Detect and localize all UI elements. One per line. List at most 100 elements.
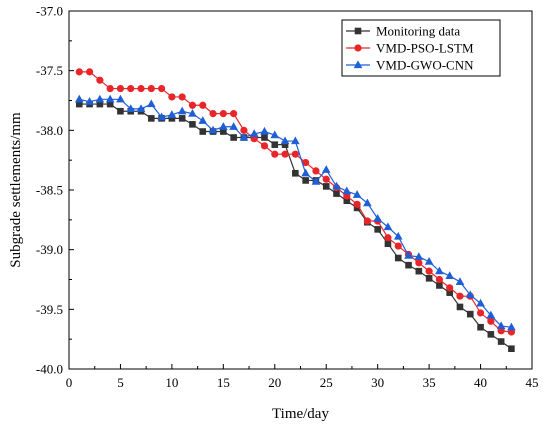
- legend-label: VMD-GWO-CNN: [376, 58, 474, 73]
- data-point: [281, 150, 289, 158]
- data-point: [95, 94, 105, 103]
- data-point: [177, 106, 187, 115]
- data-point: [384, 234, 392, 242]
- data-point: [435, 266, 444, 275]
- data-point: [270, 130, 280, 139]
- legend: Monitoring data VMD-PSO-LSTM VMD-GWO-CNN: [341, 19, 501, 77]
- y-tick-label: -39.0: [36, 242, 63, 257]
- data-point: [476, 298, 485, 307]
- data-point: [219, 122, 228, 130]
- data-point: [465, 290, 475, 299]
- x-tick-label: 15: [217, 375, 230, 390]
- data-point: [352, 190, 362, 198]
- data-point: [208, 125, 218, 134]
- y-tick-label: -40.0: [36, 362, 63, 377]
- y-tick-label: -37.5: [36, 63, 63, 78]
- data-point: [302, 177, 309, 184]
- x-tick-label: 20: [268, 375, 281, 390]
- x-axis: 0 5 10 15 20 25 30 35 40 45: [66, 364, 539, 390]
- legend-marker: [353, 60, 363, 69]
- data-point: [353, 200, 361, 208]
- data-point: [116, 94, 125, 103]
- data-point: [363, 198, 372, 207]
- data-point: [117, 107, 124, 115]
- data-point: [189, 121, 196, 128]
- data-point: [168, 93, 176, 101]
- data-point: [311, 177, 321, 185]
- data-point: [260, 142, 269, 150]
- data-point: [146, 99, 156, 108]
- y-tick-label: -38.0: [36, 123, 63, 138]
- data-point: [455, 277, 465, 285]
- data-point: [158, 84, 166, 93]
- data-point: [230, 134, 237, 141]
- data-point: [496, 321, 506, 330]
- data-point: [394, 242, 402, 250]
- data-point: [157, 112, 166, 121]
- data-point: [404, 251, 413, 259]
- data-point: [198, 116, 208, 124]
- data-point: [249, 129, 259, 138]
- legend-item: VMD-GWO-CNN: [346, 58, 474, 73]
- data-point: [312, 167, 320, 175]
- data-point: [167, 110, 177, 118]
- data-point: [106, 84, 114, 93]
- x-tick-label: 45: [526, 375, 539, 390]
- data-point: [199, 101, 207, 109]
- data-point: [507, 322, 516, 331]
- x-tick-label: 5: [117, 375, 124, 390]
- data-point: [136, 104, 146, 112]
- data-point: [85, 68, 94, 76]
- data-point: [291, 136, 300, 145]
- x-tick-label: 10: [165, 375, 178, 390]
- data-point: [280, 136, 290, 145]
- data-point: [487, 331, 495, 338]
- data-point: [384, 240, 392, 247]
- legend-label: Monitoring data: [376, 24, 460, 39]
- data-point: [239, 132, 249, 141]
- data-point: [446, 284, 454, 292]
- data-point: [74, 94, 84, 103]
- data-point: [415, 259, 423, 267]
- data-point: [188, 101, 197, 109]
- data-point: [271, 150, 279, 158]
- data-point: [487, 317, 495, 325]
- data-point: [374, 226, 381, 233]
- x-tick-label: 25: [320, 375, 333, 390]
- x-axis-title: Time/day: [272, 406, 329, 422]
- data-point: [333, 190, 340, 197]
- data-point: [414, 252, 424, 260]
- data-point: [137, 84, 145, 93]
- legend-marker: [354, 44, 362, 52]
- series-layer: [74, 68, 516, 353]
- data-point: [219, 110, 227, 118]
- data-point: [291, 150, 299, 158]
- data-point: [415, 267, 423, 275]
- data-point: [178, 115, 186, 122]
- data-point: [342, 186, 352, 195]
- y-tick-label: -39.5: [36, 302, 63, 317]
- data-point: [405, 261, 412, 269]
- data-point: [147, 84, 155, 93]
- data-point: [456, 292, 464, 300]
- series-3: [74, 94, 516, 331]
- data-point: [508, 345, 515, 353]
- data-point: [436, 282, 443, 289]
- legend-marker: [354, 27, 362, 35]
- data-point: [476, 309, 485, 317]
- y-tick-label: -38.5: [36, 183, 63, 198]
- data-point: [75, 68, 83, 76]
- data-point: [301, 168, 310, 177]
- data-point: [188, 109, 197, 117]
- data-point: [425, 275, 433, 282]
- legend-item: VMD-PSO-LSTM: [346, 41, 474, 56]
- data-point: [322, 175, 330, 183]
- legend-item: Monitoring data: [346, 24, 460, 39]
- y-axis: -37.0 -37.5 -38.0 -38.5 -39.0 -39.5 -40.0: [36, 4, 74, 377]
- data-point: [292, 169, 299, 177]
- data-point: [456, 303, 464, 311]
- data-point: [425, 267, 433, 275]
- x-tick-label: 40: [474, 375, 487, 390]
- data-point: [435, 275, 444, 284]
- data-point: [148, 115, 155, 122]
